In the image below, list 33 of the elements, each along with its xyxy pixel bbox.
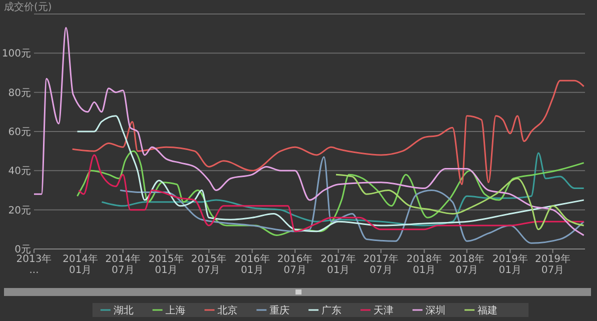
line-series: [33, 26, 585, 236]
x-tick-label: 2018年01月: [406, 253, 442, 276]
x-tick-label: 2013年...: [16, 253, 52, 276]
x-tick-label: 2017年01月: [320, 253, 356, 276]
x-tick-label: 2014年01月: [62, 253, 98, 276]
line-series: [335, 174, 585, 230]
line-series: [76, 115, 585, 232]
x-tick-label: 2017年07月: [363, 253, 399, 276]
legend-label: 湖北: [114, 304, 134, 316]
legend-label: 福建: [478, 304, 498, 316]
y-tick-label: 100元: [2, 48, 31, 60]
line-series: [119, 156, 585, 244]
x-tick-label: 2019年01月: [492, 253, 528, 276]
legend-label: 上海: [166, 304, 186, 316]
x-tick-label: 2015年01月: [148, 253, 184, 276]
y-tick-label: 0元: [14, 244, 31, 256]
y-tick-label: 60元: [8, 127, 31, 138]
legend-label: 北京: [218, 304, 238, 316]
legend-label: 深圳: [426, 304, 446, 316]
x-tick-label: 2016年01月: [234, 253, 270, 276]
y-axis-title: 成交价(元): [4, 1, 52, 13]
legend-label: 广东: [322, 304, 342, 316]
x-tick-label: 2018年07月: [449, 253, 485, 276]
legend-label: 重庆: [270, 304, 290, 316]
x-tick-label: 2014年07月: [105, 253, 141, 276]
x-tick-label: 2016年07月: [277, 253, 313, 276]
line-series: [72, 80, 585, 186]
x-tick-label: 2015年07月: [191, 253, 227, 276]
legend-label: 天津: [374, 304, 394, 316]
x-tick-label: 2019年07月: [535, 253, 570, 276]
y-tick-label: 40元: [8, 166, 31, 178]
y-tick-label: 80元: [8, 88, 31, 99]
y-tick-label: 20元: [8, 205, 31, 216]
